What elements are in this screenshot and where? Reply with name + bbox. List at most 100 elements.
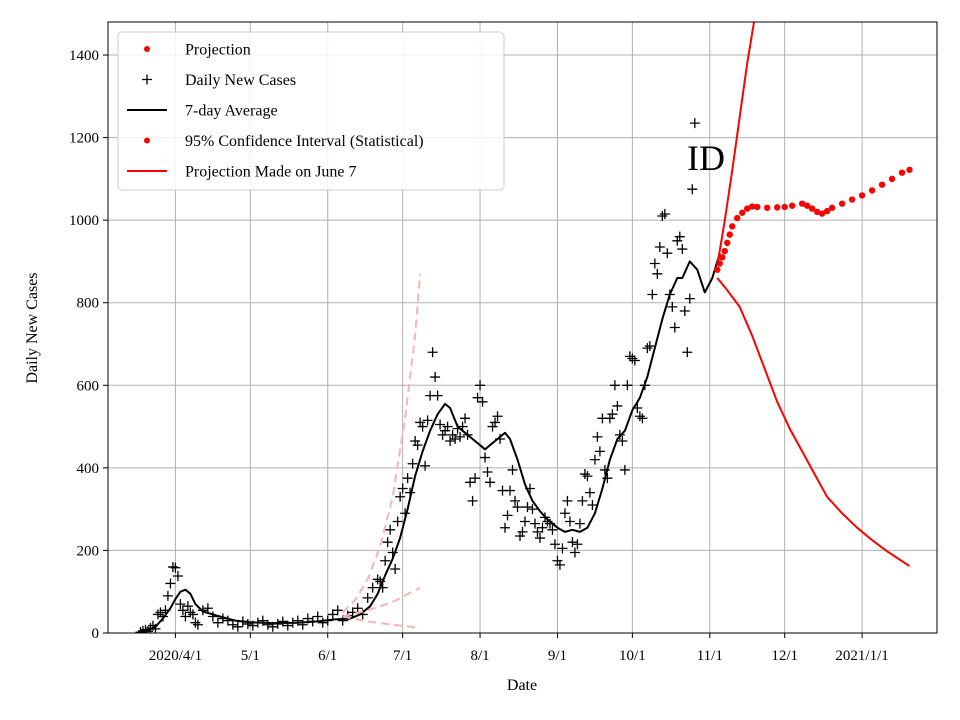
data-point: [682, 347, 693, 358]
data-point: [155, 607, 166, 618]
data-point: [482, 466, 493, 477]
data-point: [529, 518, 540, 529]
y-tick-label: 200: [77, 543, 100, 559]
data-point: [622, 380, 633, 391]
series-line: [135, 252, 721, 633]
projection-point: [719, 254, 726, 261]
data-point: [207, 611, 218, 622]
legend-label: Projection: [185, 42, 251, 59]
data-point: [534, 533, 545, 544]
data-point: [510, 495, 521, 506]
data-point: [187, 609, 198, 620]
data-point: [522, 502, 533, 513]
data-point: [559, 508, 570, 519]
data-point: [579, 469, 590, 480]
projection-point: [714, 266, 721, 273]
data-point: [332, 605, 343, 616]
data-point: [647, 289, 658, 300]
data-point: [607, 409, 618, 420]
data-point: [432, 390, 443, 401]
data-point: [177, 605, 188, 616]
data-point: [420, 460, 431, 471]
projection-point: [828, 204, 836, 211]
data-point: [674, 231, 685, 242]
data-point: [667, 301, 678, 312]
data-point: [352, 603, 363, 614]
x-tick-label: 8/1: [470, 648, 489, 664]
projection-point: [729, 223, 736, 230]
data-point: [435, 419, 446, 430]
data-point: [612, 400, 623, 411]
y-tick-label: 600: [77, 378, 100, 394]
data-point: [390, 564, 401, 575]
projection-point: [749, 203, 756, 210]
data-point: [445, 436, 456, 447]
data-point: [162, 590, 173, 601]
x-axis-label: Date: [507, 677, 537, 694]
data-point: [574, 518, 585, 529]
data-point: [627, 353, 638, 364]
data-point: [485, 477, 496, 488]
data-point: [427, 347, 438, 358]
y-tick-label: 400: [77, 461, 100, 477]
data-point: [395, 491, 406, 502]
legend-label: Daily New Cases: [185, 72, 296, 89]
data-point: [190, 617, 201, 628]
data-point: [362, 592, 373, 603]
data-point: [460, 413, 471, 424]
data-point: [172, 571, 183, 582]
data-point: [567, 537, 578, 548]
data-point: [180, 611, 191, 622]
series-95-confidence-interval-statistical-upper: [716, 22, 756, 266]
projection-point: [848, 196, 856, 203]
data-point: [170, 562, 181, 573]
data-point: [490, 417, 501, 428]
y-tick-label: 800: [77, 296, 100, 312]
data-point: [592, 431, 603, 442]
x-tick-label: 2021/1/1: [835, 648, 888, 664]
data-point: [450, 433, 461, 444]
data-point: [312, 611, 323, 622]
data-point: [472, 392, 483, 403]
data-point: [649, 258, 660, 269]
data-point: [669, 322, 680, 333]
data-point: [387, 547, 398, 558]
projection-point: [734, 214, 741, 222]
legend-item: 7-day Average: [127, 103, 278, 120]
x-tick-label: 5/1: [241, 648, 260, 664]
projection-point: [813, 208, 821, 216]
data-point: [222, 615, 233, 626]
data-point: [662, 248, 673, 259]
data-point: [212, 617, 223, 628]
projection-point: [858, 192, 866, 199]
y-axis-label: Daily New Cases: [24, 272, 41, 383]
data-point: [515, 530, 526, 541]
data-point: [380, 555, 391, 566]
data-point: [652, 268, 663, 279]
data-point: [654, 241, 665, 252]
data-point: [587, 500, 598, 511]
series-projection-made-on-june-7-middle-: [342, 586, 421, 618]
data-point: [397, 483, 408, 494]
projection-point: [744, 205, 751, 212]
x-tick-label: 12/1: [771, 648, 798, 664]
data-point: [175, 599, 186, 610]
series-layer: [135, 22, 913, 633]
series-projection-made-on-june-7: [341, 273, 422, 614]
data-point: [382, 537, 393, 548]
series-7-day-average: [135, 252, 721, 633]
projection-point: [823, 207, 831, 215]
series-95-confidence-interval-statistical-lower: [716, 277, 911, 567]
data-point: [385, 524, 396, 535]
data-point: [465, 477, 476, 488]
data-point: [564, 516, 575, 527]
data-point: [624, 351, 635, 362]
data-point: [679, 305, 690, 316]
y-tick-label: 0: [92, 626, 100, 642]
data-point: [684, 293, 695, 304]
projection-point: [878, 181, 886, 188]
projection-point: [818, 210, 826, 217]
data-point: [492, 411, 503, 422]
data-point: [619, 464, 630, 475]
